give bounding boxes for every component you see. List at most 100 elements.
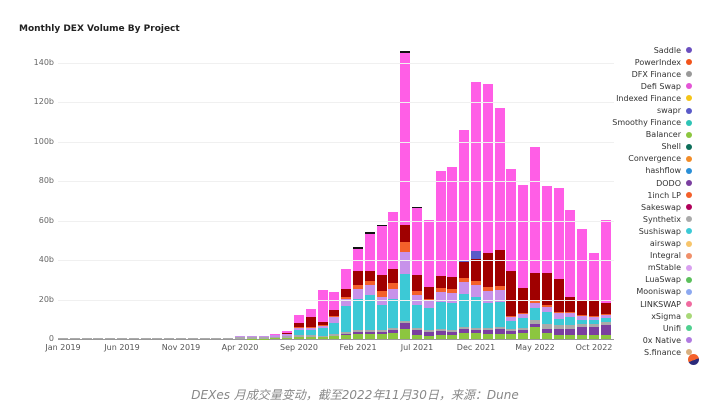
legend-item-synthetix[interactable]: Synthetix — [612, 213, 692, 225]
bar-2022-10[interactable] — [589, 253, 599, 339]
bar-2022-07[interactable] — [553, 188, 564, 339]
legend-item-indexed-finance[interactable]: Indexed Finance — [612, 92, 692, 104]
x-tick-label: Sep 2020 — [280, 343, 318, 352]
bar-2021-01[interactable] — [341, 269, 352, 339]
legend-dot-icon — [686, 313, 692, 320]
bar-2022-11[interactable] — [600, 219, 611, 339]
bar-2020-03[interactable] — [223, 337, 234, 339]
bar-2019-02[interactable] — [69, 338, 80, 339]
legend-item-mooniswap[interactable]: Mooniswap — [612, 286, 692, 298]
bar-2022-03[interactable] — [506, 168, 517, 339]
legend-dot-icon — [686, 204, 692, 211]
bar-2020-02[interactable] — [211, 338, 222, 339]
legend-item-xsigma[interactable]: xSigma — [612, 310, 692, 322]
bar-2020-06[interactable] — [258, 335, 269, 339]
legend-item-unifi[interactable]: Unifi — [612, 322, 692, 334]
legend-item-sushiswap[interactable]: Sushiswap — [612, 225, 692, 237]
bar-2020-12[interactable] — [329, 292, 340, 339]
bar-2019-04[interactable] — [93, 338, 104, 339]
segment-defi-swap — [447, 166, 458, 277]
legend-item-s-finance[interactable]: S.finance — [612, 346, 692, 358]
legend-item-hashflow[interactable]: hashflow — [612, 165, 692, 177]
legend-item-airswap[interactable]: airswap — [612, 238, 692, 250]
segment-mstable — [530, 302, 540, 309]
segment-1inch-lp — [435, 287, 446, 292]
bar-2021-12[interactable] — [471, 81, 481, 339]
bar-2022-06[interactable] — [541, 186, 552, 339]
bar-2022-01[interactable] — [482, 83, 493, 339]
bar-2021-07[interactable] — [412, 206, 422, 339]
bar-2019-05[interactable] — [105, 338, 116, 339]
segment-balancer — [270, 338, 281, 339]
bar-2020-01[interactable] — [199, 338, 210, 339]
segment-balancer — [400, 329, 411, 339]
segment-balancer — [376, 334, 387, 339]
bar-2019-07[interactable] — [128, 338, 139, 339]
legend-item-linkswap[interactable]: LINKSWAP — [612, 298, 692, 310]
bar-2019-11[interactable] — [176, 338, 186, 339]
legend-dot-icon — [686, 301, 692, 308]
bar-2021-06[interactable] — [400, 51, 411, 339]
legend-item-sakeswap[interactable]: Sakeswap — [612, 201, 692, 213]
bar-2020-09[interactable] — [294, 315, 304, 339]
segment-defi-swap — [482, 83, 493, 254]
bar-2020-08[interactable] — [282, 330, 293, 339]
bar-2021-10[interactable] — [447, 166, 458, 339]
bar-2021-11[interactable] — [459, 130, 470, 339]
legend-item-dfx-finance[interactable]: DFX Finance — [612, 68, 692, 80]
segment-balancer — [329, 336, 340, 339]
bar-2021-05[interactable] — [388, 211, 399, 339]
legend-item-shell[interactable]: Shell — [612, 141, 692, 153]
segment-synthetix — [305, 335, 316, 338]
bar-2020-05[interactable] — [246, 335, 257, 339]
segment-defi-swap — [305, 309, 316, 318]
legend-item-saddle[interactable]: Saddle — [612, 44, 692, 56]
bar-2019-01[interactable] — [58, 338, 68, 339]
segment-synthetix — [482, 328, 493, 331]
legend-item-mstable[interactable]: mStable — [612, 262, 692, 274]
bar-2019-08[interactable] — [140, 338, 151, 339]
legend-dot-icon — [686, 349, 692, 356]
segment-balancer — [530, 327, 540, 339]
segment-sakeswap — [412, 274, 422, 291]
bar-2022-08[interactable] — [565, 209, 576, 339]
bar-2022-05[interactable] — [530, 146, 540, 339]
legend-item-balancer[interactable]: Balancer — [612, 129, 692, 141]
bar-2022-02[interactable] — [494, 108, 505, 339]
bar-2019-09[interactable] — [152, 338, 163, 339]
bar-2021-08[interactable] — [423, 219, 434, 339]
legend-item-swapr[interactable]: swapr — [612, 104, 692, 116]
segment-dodo — [400, 323, 411, 330]
legend-item-integral[interactable]: Integral — [612, 250, 692, 262]
legend-item-luaswap[interactable]: LuaSwap — [612, 274, 692, 286]
legend-label: 1inch LP — [647, 190, 681, 200]
segment-sushiswap — [364, 294, 375, 331]
segment-sushiswap — [388, 298, 399, 329]
gridline — [58, 63, 614, 64]
bar-2019-12[interactable] — [187, 338, 198, 339]
bar-2022-04[interactable] — [518, 185, 529, 339]
segment-dodo — [530, 324, 540, 328]
y-tick-label: 40b — [38, 255, 54, 265]
bar-2019-03[interactable] — [81, 338, 92, 339]
legend-item-powerindex[interactable]: PowerIndex — [612, 56, 692, 68]
legend-item-1inch-lp[interactable]: 1inch LP — [612, 189, 692, 201]
segment-saddle — [412, 206, 422, 208]
bar-2021-09[interactable] — [435, 171, 446, 339]
bar-2020-04[interactable] — [235, 336, 245, 339]
bar-2021-03[interactable] — [364, 231, 375, 339]
legend-item-convergence[interactable]: Convergence — [612, 153, 692, 165]
legend-item-dodo[interactable]: DODO — [612, 177, 692, 189]
legend-item-0x-native[interactable]: 0x Native — [612, 334, 692, 346]
bar-2019-06[interactable] — [117, 338, 127, 339]
bar-2022-09[interactable] — [577, 228, 588, 339]
bar-2021-04[interactable] — [376, 224, 387, 339]
bar-2020-07[interactable] — [270, 333, 281, 339]
bar-2020-11[interactable] — [317, 289, 328, 339]
segment-balancer — [459, 333, 470, 339]
segment-synthetix — [258, 337, 269, 339]
legend-item-smoothy-finance[interactable]: Smoothy Finance — [612, 117, 692, 129]
bar-2019-10[interactable] — [164, 338, 175, 339]
legend-item-defi-swap[interactable]: Defi Swap — [612, 80, 692, 92]
bar-2020-10[interactable] — [305, 309, 316, 339]
